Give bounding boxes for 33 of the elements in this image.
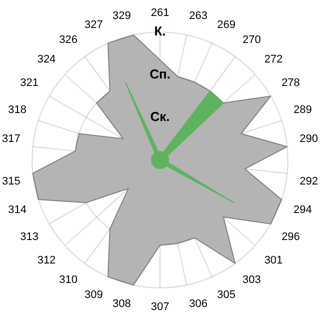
spoke-label: 313	[20, 230, 38, 243]
spoke-label: 278	[282, 77, 300, 90]
y-tick-label: Ск.	[150, 108, 170, 124]
spoke-label: 309	[84, 288, 103, 301]
spoke-label: 307	[150, 301, 170, 313]
spoke-label: 290	[300, 132, 318, 145]
spoke-label: 272	[264, 54, 283, 66]
spoke-label: 329	[112, 10, 131, 22]
spoke-label: 318	[8, 104, 26, 116]
y-tick-label: Сп.	[150, 66, 170, 82]
spoke-label: 261	[150, 7, 170, 20]
spoke-label: 312	[37, 254, 56, 267]
spoke-label: 317	[2, 132, 20, 145]
spoke-label: 289	[294, 104, 312, 116]
spoke-label: 315	[2, 175, 20, 188]
spoke-label: 308	[112, 298, 131, 310]
spoke-label: 314	[8, 204, 26, 216]
spoke-label: 303	[242, 274, 261, 286]
y-tick-label: К.	[154, 24, 166, 39]
spoke-label: 292	[300, 175, 318, 188]
spoke-label: 269	[217, 19, 236, 32]
spoke-label: 301	[264, 254, 283, 267]
spoke-label: 310	[59, 274, 78, 286]
spoke-label: 294	[294, 204, 312, 216]
spoke-label: 321	[20, 77, 38, 90]
spoke-label: 263	[189, 10, 208, 22]
spoke-label: 324	[37, 54, 56, 66]
spoke-label: 327	[84, 19, 103, 32]
spoke-label: 305	[217, 288, 236, 301]
spoke-label: 306	[189, 298, 208, 310]
spoke-label: 270	[242, 34, 261, 46]
spoke-label: 296	[282, 230, 300, 243]
spoke-label: 326	[59, 34, 78, 46]
